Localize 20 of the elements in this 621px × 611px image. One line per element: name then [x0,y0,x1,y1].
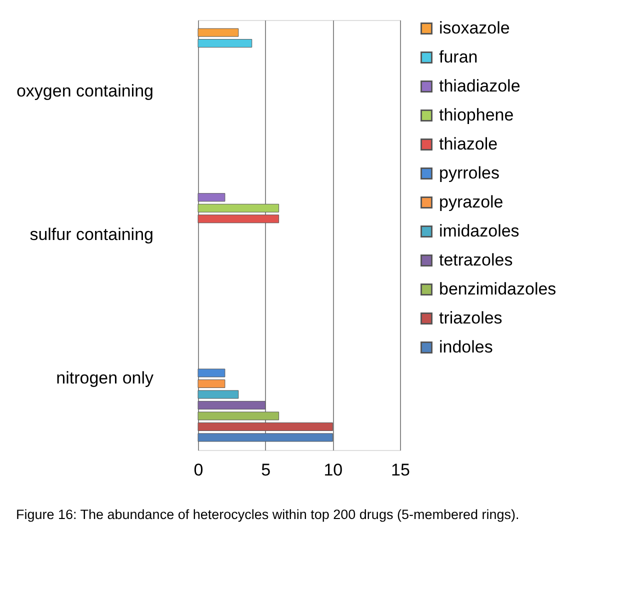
legend-label: imidazoles [439,222,520,240]
x-tick-label: 5 [261,460,271,480]
legend-label: pyrroles [439,164,500,182]
x-tick-label: 10 [324,460,343,480]
y-tick-label: sulfur containing [30,225,154,244]
caption: Figure 16: The abundance of heterocycles within top 200 drugs (5-membered rings). [16,507,520,522]
y-tick-label: nitrogen only [56,368,154,388]
legend-label: thiadiazole [439,76,520,96]
y-tick-label: oxygen containing [16,82,154,101]
legend-label: furan [439,48,478,66]
legend-label: thiophene [439,106,514,124]
x-tick-label: 15 [391,460,410,480]
legend-label: triazoles [439,308,502,328]
legend-label: thiazole [439,134,498,154]
legend-label: indoles [439,338,493,356]
legend-label: tetrazoles [439,250,513,270]
x-tick-label: 0 [194,460,204,480]
legend-label: benzimidazoles [439,280,556,298]
legend-label: pyrazole [439,192,504,212]
legend-label: isoxazole [439,18,510,38]
